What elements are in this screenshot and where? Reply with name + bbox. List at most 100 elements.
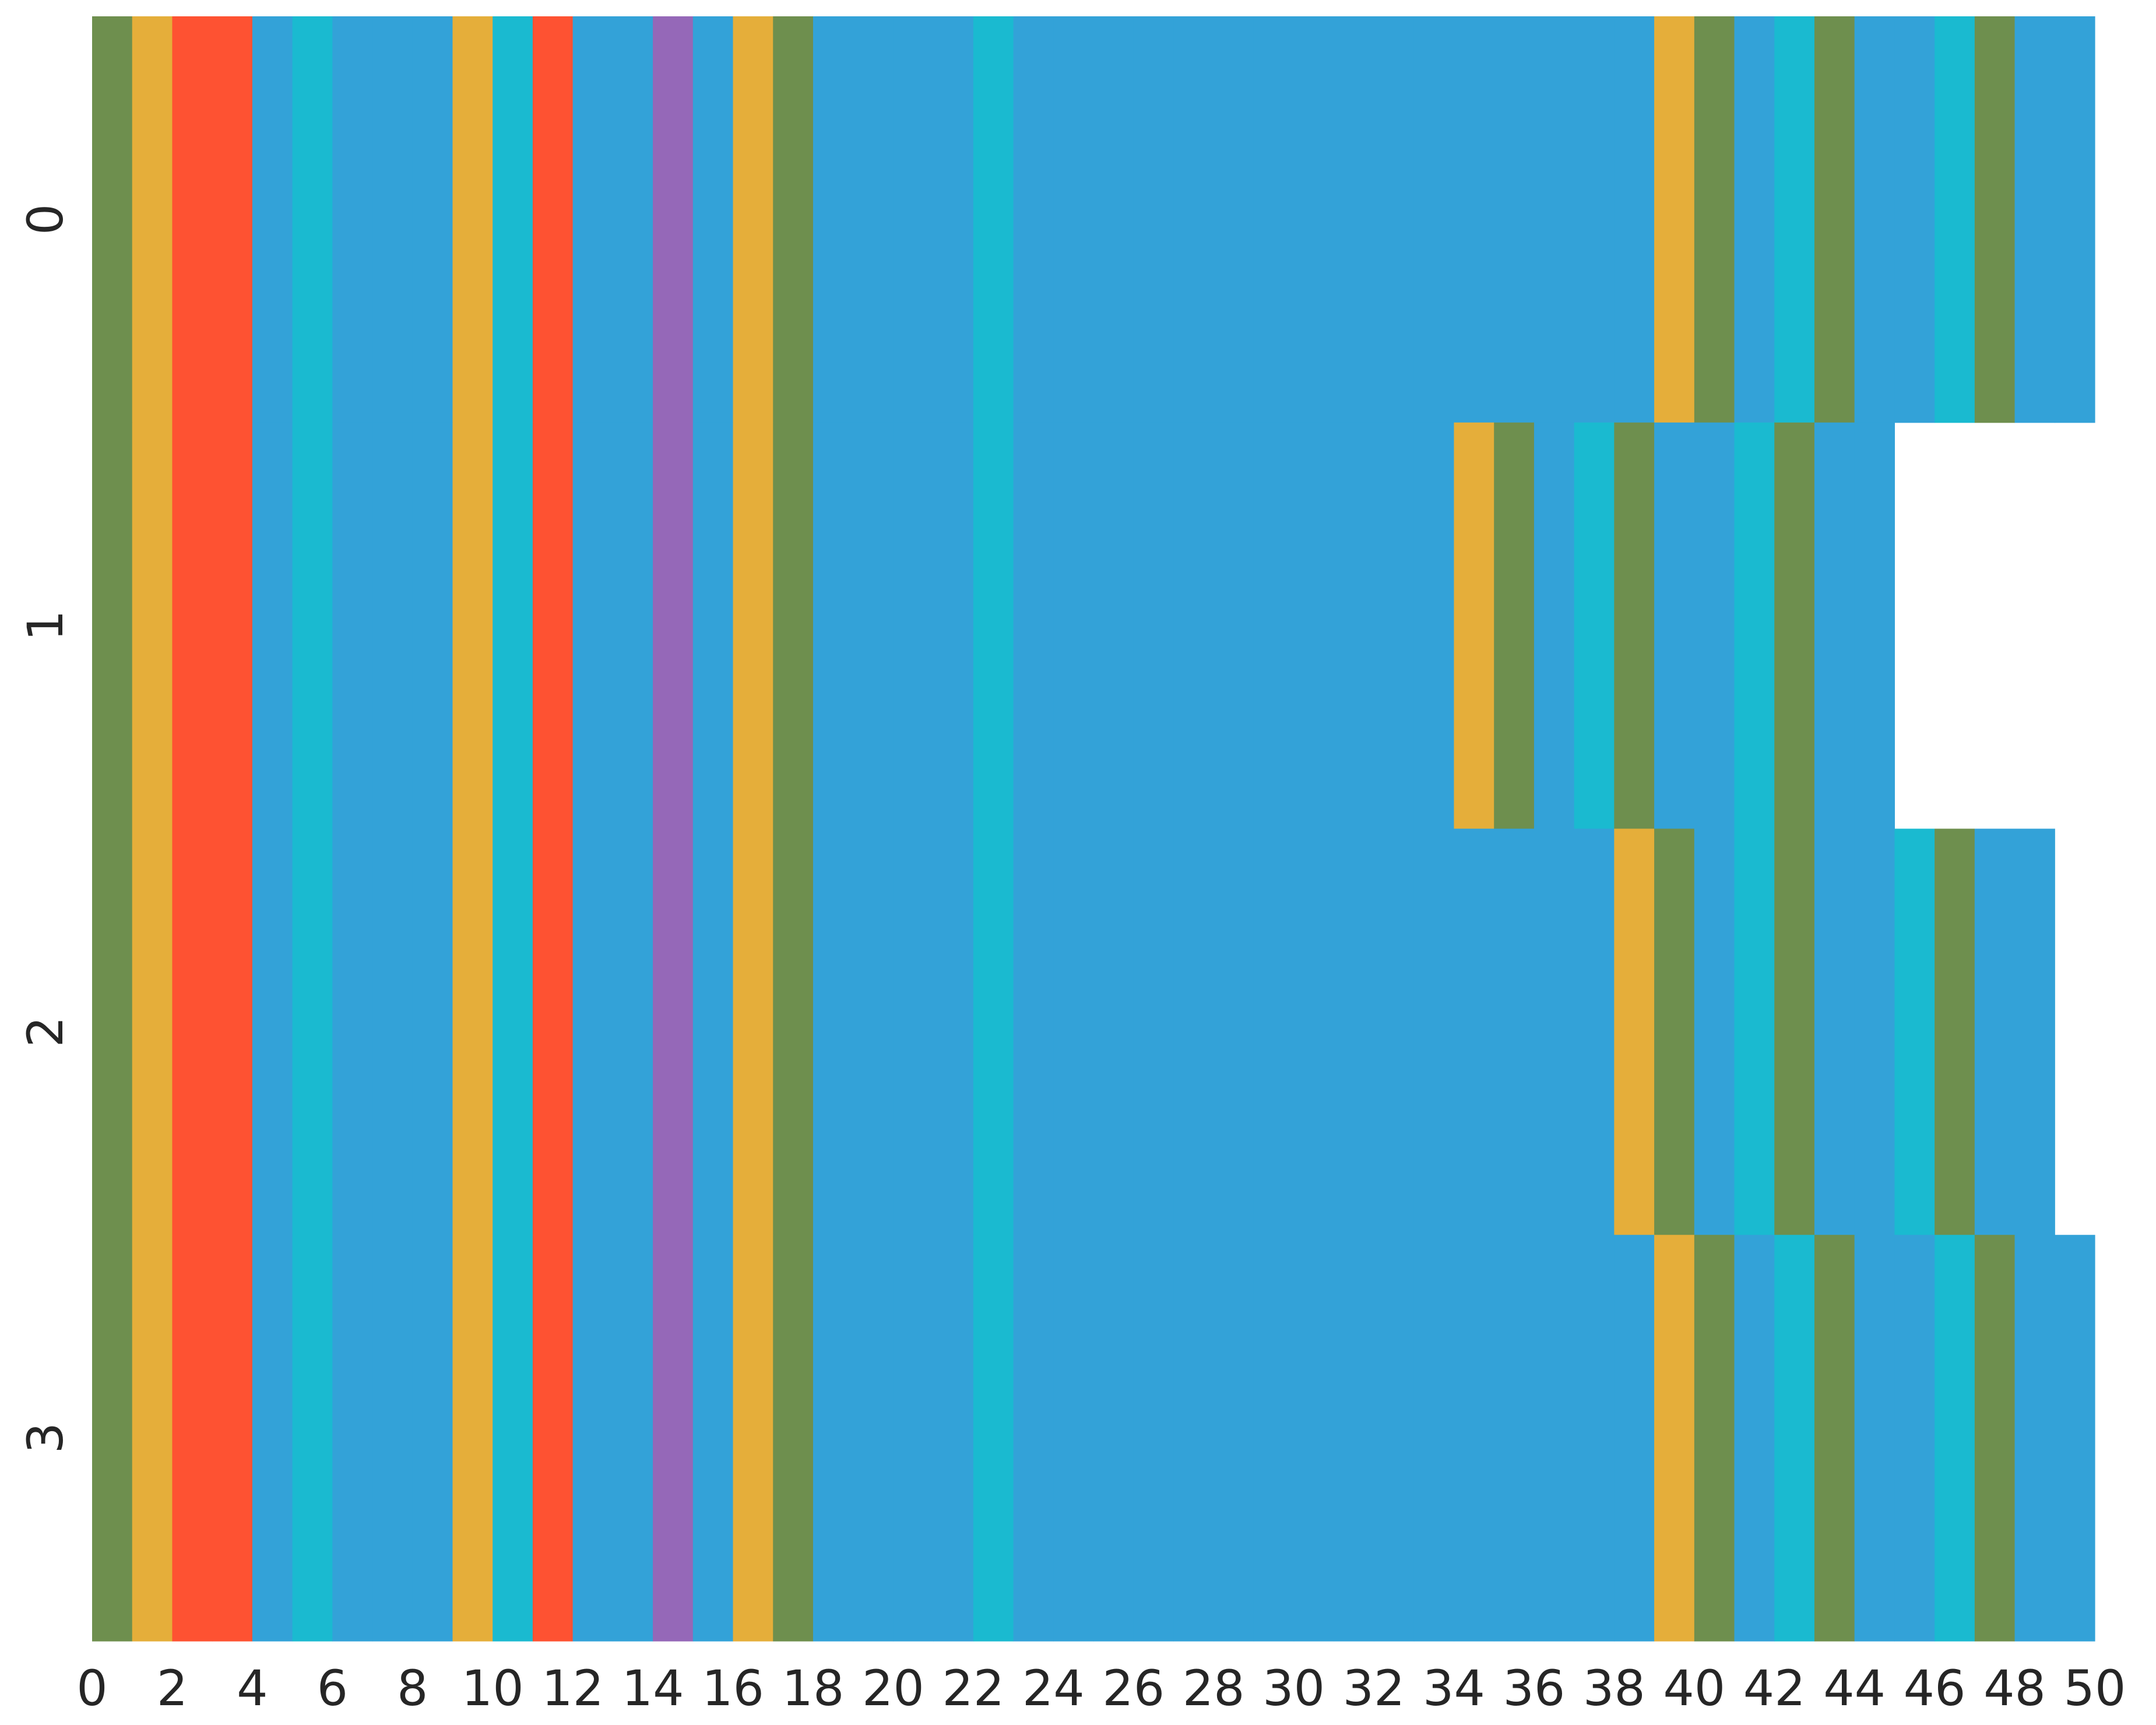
heatmap-cell-r2-c17 [773,828,814,1235]
heatmap-cell-r3-c17 [773,1235,814,1642]
heatmap-cell-r2-c41 [1734,828,1775,1235]
heatmap-cell-r0-c24 [1053,16,1094,423]
heatmap-cell-r2-c39 [1654,828,1695,1235]
heatmap-cell-r2-c36 [1534,828,1575,1235]
x-tick-label: 12 [541,1660,604,1717]
heatmap-cell-r2-c18 [813,828,854,1235]
heatmap-cell-r3-c20 [893,1235,934,1642]
heatmap-cell-r2-c12 [572,828,613,1235]
heatmap-cell-r3-c0 [92,1235,133,1642]
heatmap-cell-r3-c41 [1734,1235,1775,1642]
heatmap-cell-r0-c40 [1694,16,1735,423]
heatmap-cell-r3-c14 [653,1235,694,1642]
heatmap-cell-r1-c34 [1454,422,1494,830]
heatmap-cell-r3-c43 [1814,1235,1855,1642]
heatmap-cell-r2-c1 [132,828,173,1235]
heatmap-cell-r3-c1 [132,1235,173,1642]
heatmap-cell-r1-c37 [1574,422,1615,830]
x-tick-label: 44 [1823,1660,1886,1717]
heatmap-cell-r3-c5 [292,1235,333,1642]
heatmap-cell-r0-c29 [1253,16,1295,423]
heatmap-cell-r2-c19 [853,828,894,1235]
heatmap-cell-r0-c49 [2055,16,2095,423]
heatmap-cell-r1-c28 [1214,422,1254,830]
heatmap-cell-r3-c30 [1293,1235,1334,1642]
x-tick-label: 0 [76,1660,107,1717]
heatmap-cell-r3-c34 [1454,1235,1494,1642]
x-tick-label: 48 [1983,1660,2046,1717]
heatmap-cell-r3-c29 [1253,1235,1295,1642]
heatmap-cell-r3-c47 [1974,1235,2016,1642]
heatmap-cell-r1-c15 [692,422,734,830]
heatmap-cell-r3-c37 [1574,1235,1615,1642]
heatmap-cell-r0-c0 [92,16,133,423]
heatmap-cell-r0-c9 [452,16,493,423]
x-tick-label: 20 [862,1660,924,1717]
x-tick-label: 26 [1102,1660,1165,1717]
heatmap-cell-r2-c32 [1374,828,1415,1235]
heatmap-cell-r1-c20 [893,422,934,830]
x-tick-label: 10 [462,1660,524,1717]
heatmap-cell-r1-c12 [572,422,613,830]
heatmap-cell-r3-c48 [2014,1235,2055,1642]
heatmap-cell-r1-c2 [172,422,213,830]
heatmap-cell-r1-c44 [1854,422,1895,830]
x-tick-label: 42 [1743,1660,1806,1717]
heatmap-cell-r3-c39 [1654,1235,1695,1642]
heatmap-cells [92,16,2095,1642]
heatmap-cell-r2-c15 [692,828,734,1235]
x-tick-label: 4 [237,1660,268,1717]
heatmap-cell-r1-c33 [1413,422,1455,830]
heatmap-cell-r2-c23 [1013,828,1054,1235]
heatmap-cell-r2-c13 [613,828,653,1235]
heatmap-cell-r0-c34 [1454,16,1494,423]
heatmap-cell-r2-c25 [1093,828,1134,1235]
heatmap-cell-r0-c31 [1334,16,1374,423]
heatmap-cell-r3-c24 [1053,1235,1094,1642]
heatmap-cell-r0-c21 [933,16,974,423]
heatmap-cell-r0-c18 [813,16,854,423]
heatmap-cell-r0-c48 [2014,16,2055,423]
x-tick-label: 50 [2064,1660,2126,1717]
heatmap-cell-r0-c26 [1133,16,1174,423]
heatmap-cell-r2-c7 [372,828,413,1235]
x-tick-label: 22 [942,1660,1004,1717]
heatmap-cell-r0-c1 [132,16,173,423]
x-tick-label: 28 [1183,1660,1245,1717]
heatmap-cell-r0-c32 [1374,16,1415,423]
heatmap-cell-r3-c25 [1093,1235,1134,1642]
y-tick-label: 2 [17,1016,74,1047]
heatmap-cell-r2-c47 [1974,828,2016,1235]
heatmap-cell-r3-c16 [733,1235,773,1642]
heatmap-cell-r1-c19 [853,422,894,830]
heatmap-cell-r1-c40 [1694,422,1735,830]
heatmap-cell-r3-c31 [1334,1235,1374,1642]
heatmap-cell-r0-c14 [653,16,694,423]
heatmap-cell-r3-c23 [1013,1235,1054,1642]
heatmap-cell-r1-c22 [973,422,1014,830]
heatmap-cell-r1-c8 [412,422,453,830]
y-tick-label: 1 [17,610,74,641]
heatmap-cell-r3-c21 [933,1235,974,1642]
heatmap-cell-r3-c15 [692,1235,734,1642]
heatmap-cell-r1-c0 [92,422,133,830]
heatmap-cell-r3-c19 [853,1235,894,1642]
heatmap-cell-r1-c18 [813,422,854,830]
heatmap-cell-r1-c23 [1013,422,1054,830]
heatmap-cell-r2-c43 [1814,828,1855,1235]
heatmap-cell-r0-c22 [973,16,1014,423]
heatmap-cell-r3-c2 [172,1235,213,1642]
heatmap-cell-r2-c21 [933,828,974,1235]
x-tick-label: 34 [1423,1660,1485,1717]
x-tick-label: 24 [1022,1660,1085,1717]
x-tick-label: 18 [782,1660,845,1717]
heatmap-cell-r1-c17 [773,422,814,830]
heatmap-cell-r3-c32 [1374,1235,1415,1642]
heatmap-cell-r3-c35 [1494,1235,1535,1642]
heatmap-cell-r1-c36 [1534,422,1575,830]
heatmap-cell-r2-c24 [1053,828,1094,1235]
heatmap-cell-r2-c35 [1494,828,1535,1235]
heatmap-cell-r2-c29 [1253,828,1295,1235]
heatmap-cell-r1-c31 [1334,422,1374,830]
